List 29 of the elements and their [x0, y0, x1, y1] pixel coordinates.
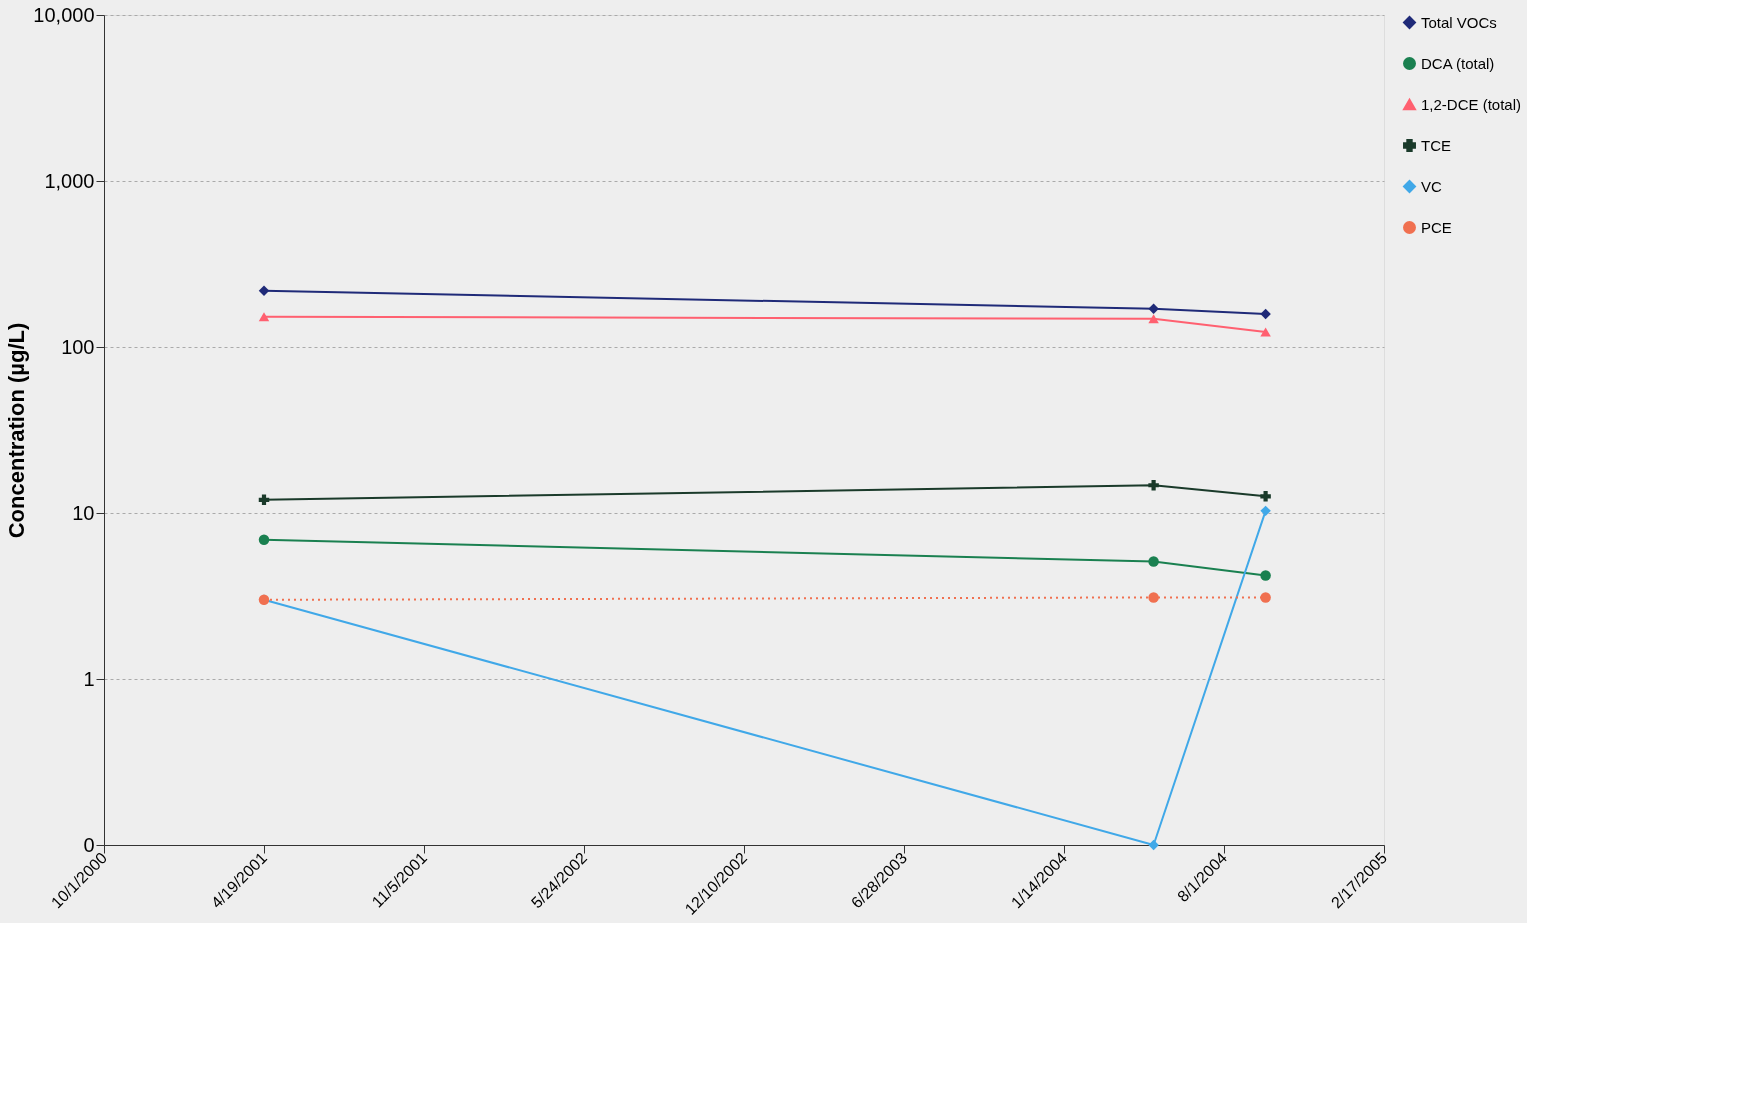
legend-label: Total VOCs: [1421, 13, 1497, 31]
point: [1260, 491, 1271, 502]
y-tick-label: 10: [72, 501, 95, 524]
point: [1260, 308, 1271, 320]
point: [258, 285, 270, 297]
legend-label: PCE: [1421, 218, 1452, 236]
y-tick-label: 10,000: [33, 3, 95, 26]
y-tick-label: 1: [83, 667, 95, 690]
point: [1260, 327, 1271, 337]
point: [258, 312, 270, 322]
y-axis-title: Concentration (µg/L): [4, 322, 30, 539]
legend-label: DCA (total): [1421, 54, 1495, 72]
y-tick-label: 0: [83, 833, 95, 856]
legend-label: VC: [1421, 177, 1442, 195]
y-tick-label: 1,000: [44, 169, 95, 192]
legend-label: 1,2-DCE (total): [1421, 95, 1522, 113]
point: [258, 494, 270, 506]
point: [1148, 556, 1159, 567]
legend-label: TCE: [1421, 136, 1451, 154]
point: [1148, 303, 1159, 314]
point: [1260, 505, 1271, 517]
point: [1148, 839, 1159, 851]
point: [258, 534, 270, 545]
point: [1148, 592, 1159, 603]
point: [1260, 592, 1271, 603]
point: [1260, 570, 1271, 581]
y-tick-label: 100: [61, 335, 95, 358]
point: [1148, 314, 1159, 324]
point: [1148, 479, 1159, 491]
